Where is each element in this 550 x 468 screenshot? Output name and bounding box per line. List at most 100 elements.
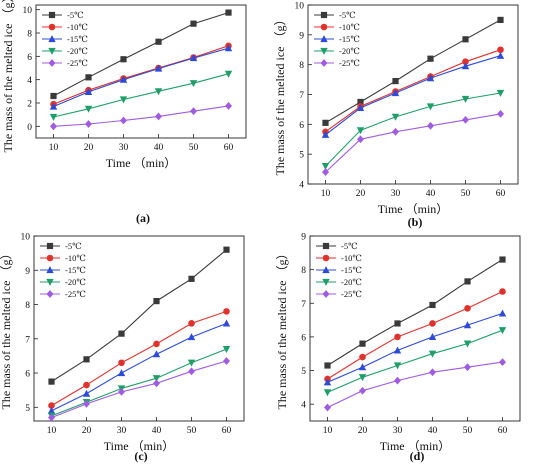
series-line <box>327 312 503 383</box>
data-point <box>154 88 163 96</box>
legend-marker <box>320 47 328 55</box>
data-point <box>82 389 91 397</box>
y-tick-label: 10 <box>23 6 33 16</box>
data-point <box>50 122 57 131</box>
x-tick-label: 20 <box>84 143 94 153</box>
legend-marker <box>320 23 328 31</box>
y-tick-label: 6 <box>301 333 306 343</box>
y-tick-label: 10 <box>21 233 31 243</box>
data-point <box>499 288 506 295</box>
data-point <box>462 36 469 43</box>
y-tick-label: 5 <box>301 367 306 377</box>
data-point <box>83 381 90 389</box>
legend-marker <box>322 278 330 286</box>
legend-marker <box>48 35 56 43</box>
data-point <box>426 74 435 82</box>
x-tick-label: 20 <box>356 189 366 199</box>
data-point <box>359 353 366 361</box>
data-point <box>324 362 331 369</box>
x-tick-label: 20 <box>358 426 368 436</box>
series-line <box>51 348 227 417</box>
series-line <box>325 92 501 167</box>
data-point <box>152 350 161 358</box>
data-point <box>223 357 230 365</box>
legend-label: -10℃ <box>67 22 88 32</box>
data-point <box>464 305 471 312</box>
data-point <box>189 54 198 62</box>
data-point <box>428 333 437 341</box>
series-line <box>325 49 501 133</box>
data-point <box>429 368 436 377</box>
data-point <box>321 130 330 138</box>
plot-frame <box>33 235 245 422</box>
data-point <box>461 62 470 70</box>
data-point <box>464 363 471 372</box>
legend-label: -5℃ <box>339 10 356 20</box>
data-point <box>155 38 162 45</box>
data-point <box>49 113 58 121</box>
legend: -5℃ -10℃ -15℃ -20℃ -25℃ <box>42 10 88 68</box>
y-tick-label: 7 <box>25 335 30 345</box>
legend-marker <box>46 278 54 286</box>
x-axis-label: Time （min） <box>380 439 451 453</box>
x-tick-label: 60 <box>496 189 506 199</box>
x-tick-label: 50 <box>187 426 197 436</box>
data-point <box>84 105 93 113</box>
data-point <box>49 102 58 110</box>
legend-marker <box>322 290 330 298</box>
legend-marker <box>48 59 56 67</box>
data-point <box>496 89 505 97</box>
y-axis-label: The mass of the melted ice （g） <box>1 0 15 152</box>
data-point <box>394 320 401 327</box>
series-line <box>325 55 501 136</box>
data-point <box>222 319 231 327</box>
legend-label: -25℃ <box>65 289 86 299</box>
x-tick-label: 50 <box>461 189 471 199</box>
series-line <box>51 310 227 407</box>
y-tick-label: 2 <box>27 100 32 110</box>
series-line <box>327 291 503 380</box>
series-line <box>327 361 503 408</box>
x-axis-label: Time （min） <box>106 156 177 170</box>
legend-label: -25℃ <box>67 58 88 68</box>
data-point <box>48 413 55 422</box>
x-tick-label: 40 <box>154 143 164 153</box>
data-point <box>392 77 399 85</box>
data-point <box>427 55 434 62</box>
data-point <box>187 333 196 341</box>
y-tick-label: 8 <box>25 301 30 311</box>
data-point <box>496 51 505 59</box>
legend-marker <box>320 35 328 43</box>
data-point <box>393 346 402 354</box>
legend-label: -25℃ <box>341 289 362 299</box>
legend-label: -20℃ <box>65 277 86 287</box>
x-tick-label: 10 <box>49 143 59 153</box>
chart-panel-2: 10 20 30 40 50 60 5 6 7 8 9 10 Time （min） The mass of… <box>0 233 245 463</box>
y-axis-label: The mass of the melted ice （g） <box>273 14 287 176</box>
data-point <box>118 330 125 337</box>
legend-marker <box>322 254 330 262</box>
y-axis-label: The mass of the melted ice （g） <box>275 248 289 410</box>
x-tick-label: 60 <box>222 426 232 436</box>
y-tick-label: 0 <box>27 123 32 133</box>
x-tick-label: 60 <box>224 143 234 153</box>
legend-marker <box>320 59 328 67</box>
data-point <box>152 375 161 383</box>
data-point <box>188 320 195 327</box>
x-tick-label: 30 <box>119 143 129 153</box>
y-tick-label: 7 <box>299 91 304 101</box>
data-point <box>359 386 366 395</box>
legend-marker <box>46 254 54 262</box>
y-tick-label: 9 <box>301 233 306 243</box>
data-point <box>357 98 364 106</box>
data-point <box>153 340 160 348</box>
data-point <box>119 75 128 83</box>
data-point <box>427 121 434 130</box>
x-tick-label: 10 <box>321 189 331 199</box>
chart-panel-3: 10 20 30 40 50 60 4 5 6 7 8 9 Time （min） The mass of … <box>275 233 521 463</box>
data-point <box>428 350 437 358</box>
y-tick-label: 5 <box>25 404 30 414</box>
data-point <box>118 387 125 396</box>
data-point <box>50 92 57 100</box>
